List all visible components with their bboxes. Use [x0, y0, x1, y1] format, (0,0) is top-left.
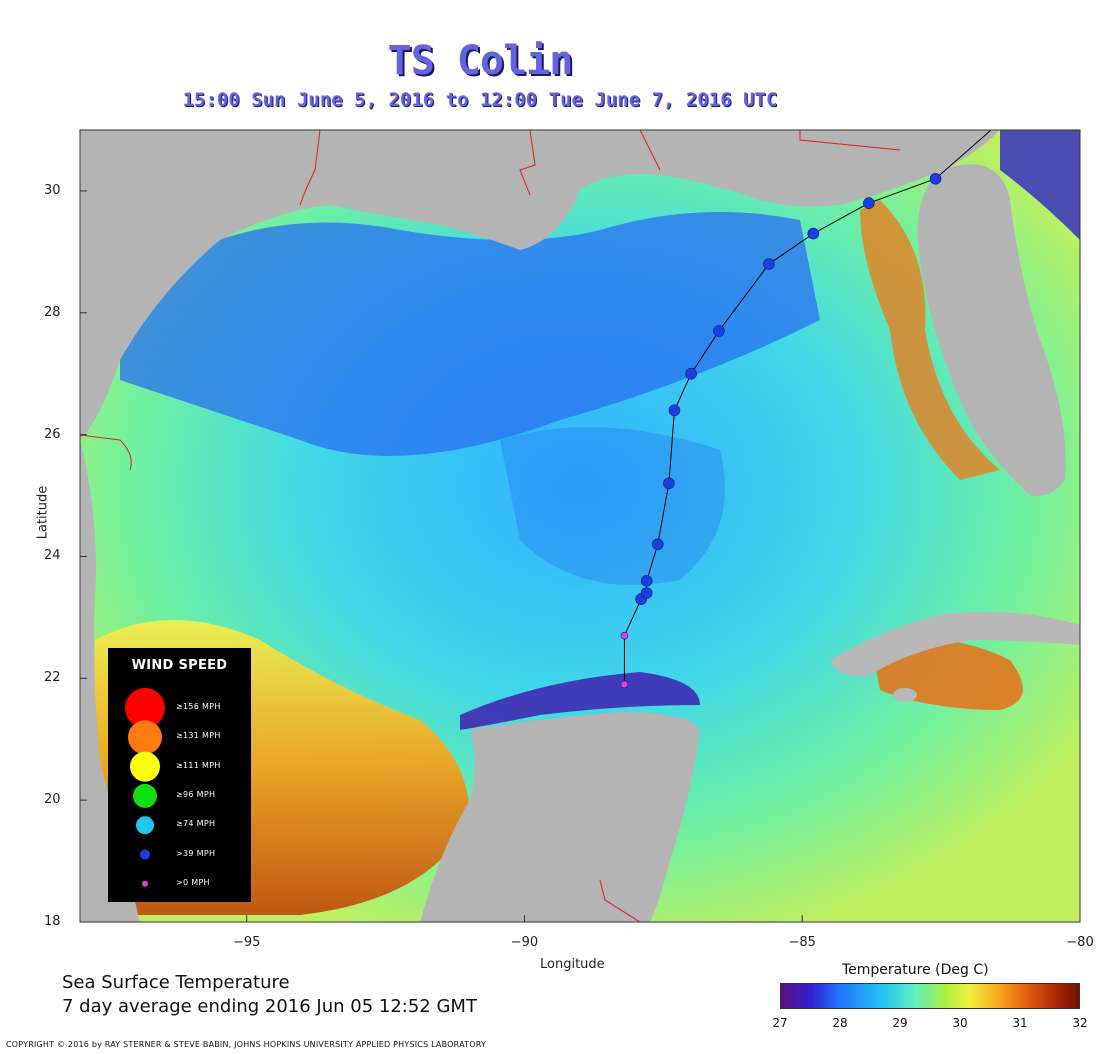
- track-point: [668, 404, 681, 417]
- colorbar-tick-label: 30: [952, 1016, 968, 1030]
- track-point: [763, 258, 775, 270]
- track-point: [929, 172, 942, 185]
- y-axis-label: Latitude: [35, 485, 51, 540]
- y-tick-label: 30: [44, 182, 61, 198]
- track-point: [713, 325, 725, 337]
- legend-swatch: [128, 720, 162, 755]
- land-us-gulf-coast: [80, 130, 1000, 440]
- track-point: [620, 680, 629, 689]
- track-point: [685, 367, 697, 380]
- legend-label: ≥96 MPH: [176, 789, 216, 799]
- y-tick-label: 28: [44, 304, 61, 320]
- y-tick-label: 18: [44, 914, 61, 929]
- legend-label: ≥74 MPH: [176, 819, 216, 829]
- colorbar-tick-label: 31: [1012, 1016, 1028, 1030]
- legend-swatch: [136, 816, 154, 835]
- cool-water-center: [500, 427, 725, 585]
- storm-track: [620, 129, 992, 689]
- map-subtitle: 15:00 Sun June 5, 2016 to 12:00 Tue June…: [182, 89, 778, 111]
- land-mexico: [80, 440, 140, 922]
- colorbar-tick-label: 28: [832, 1016, 848, 1030]
- legend-label: ≥156 MPH: [176, 702, 221, 711]
- colorbar-tick-label: 27: [772, 1016, 788, 1030]
- land-cuba: [830, 611, 1080, 676]
- legend-swatch: [133, 783, 157, 808]
- land-isla-juventud: [893, 688, 917, 702]
- legend-label: >39 MPH: [176, 848, 216, 858]
- map-title: TS Colin: [387, 38, 574, 84]
- track-point: [863, 197, 875, 209]
- legend-label: >0 MPH: [176, 877, 210, 887]
- x-axis-label: Longitude: [540, 957, 605, 972]
- legend-label: ≥111 MPH: [176, 760, 221, 770]
- cool-water-yucatan: [460, 672, 700, 730]
- state-borders: [79, 129, 901, 923]
- y-tick-label: 20: [44, 792, 61, 808]
- caption-line2: 7 day average ending 2016 Jun 05 12:52 G…: [62, 996, 477, 1017]
- legend-swatch: [142, 880, 148, 887]
- y-tick-label: 26: [44, 426, 61, 442]
- track-point: [620, 631, 629, 640]
- track-point: [651, 538, 664, 551]
- tick-marks: [80, 190, 1081, 923]
- temperature-colorbar: [780, 983, 1080, 1009]
- warm-water-florida: [860, 200, 1000, 480]
- cool-water-north: [120, 212, 820, 456]
- legend-label: ≥131 MPH: [176, 731, 221, 741]
- track-point: [640, 587, 653, 599]
- colorbar-tick-label: 32: [1072, 1016, 1088, 1030]
- colorbar-title: Temperature (Deg C): [842, 962, 989, 978]
- caption-line1: Sea Surface Temperature: [62, 972, 290, 993]
- track-point: [663, 477, 675, 490]
- y-tick-label: 24: [44, 548, 61, 564]
- wind-speed-legend: WIND SPEED ≥156 MPH ≥131 MPH ≥111 MPH ≥96 M…: [108, 648, 251, 902]
- track-point: [640, 575, 653, 587]
- x-tick-label: −90: [510, 935, 539, 950]
- colorbar-tick-label: 29: [892, 1016, 908, 1030]
- land-yucatan: [420, 712, 700, 922]
- x-tick-label: −80: [1066, 935, 1094, 950]
- y-tick-label: 22: [44, 670, 61, 686]
- x-tick-label: −85: [788, 935, 816, 950]
- plot-frame: [79, 129, 1081, 923]
- copyright-text: COPYRIGHT © 2016 by RAY STERNER & STEVE …: [6, 1040, 487, 1049]
- legend-swatch: [140, 849, 150, 860]
- cool-water-atlantic: [1000, 130, 1080, 240]
- legend-swatch: [130, 751, 160, 782]
- track-point: [807, 227, 820, 240]
- legend-swatch: [125, 688, 165, 728]
- x-tick-label: −95: [232, 935, 261, 950]
- land-florida: [917, 164, 1066, 497]
- legend-title: WIND SPEED: [131, 658, 228, 673]
